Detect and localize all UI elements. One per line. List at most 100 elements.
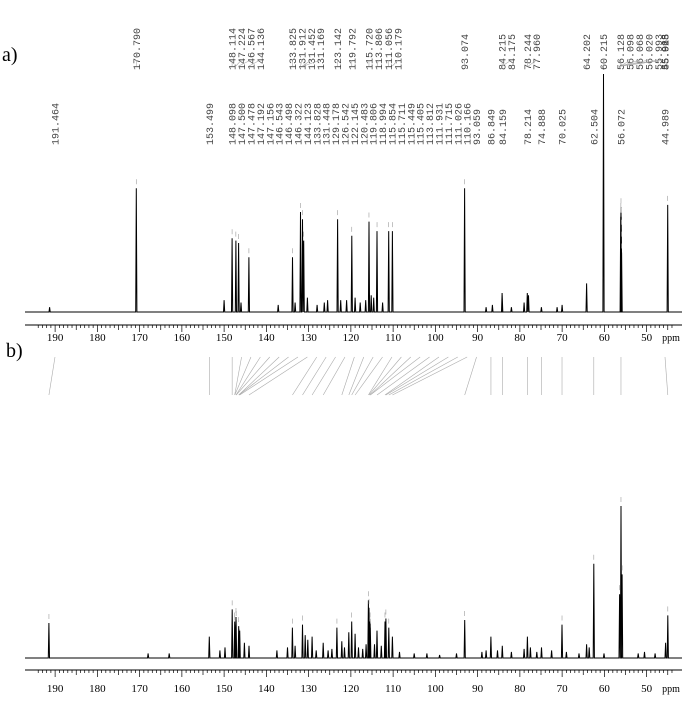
panela-spectrum-trace [25, 73, 682, 313]
panelb-peak-label: 111.026 [454, 103, 465, 145]
panela-x-tick-label: 60 [599, 332, 611, 344]
panelb-peak-label-leader [354, 356, 383, 396]
panela-x-tick-label: 100 [427, 332, 444, 344]
panelb-peak-label-leader [385, 356, 449, 396]
panelb-peak-label-leader [292, 356, 318, 396]
panela-peak-label-leader [664, 59, 668, 67]
panelb-peak-label: 146.543 [276, 103, 287, 145]
panela-x-tick-label: 170 [131, 332, 148, 344]
panela-x-tick-label: 130 [300, 332, 317, 344]
panela-peak-label-leader [376, 59, 379, 67]
panelb-peak-label-leader [302, 356, 327, 396]
panelb-peak-label: 111.715 [445, 103, 456, 145]
panela-peak-label: 55.928 [662, 34, 673, 70]
panelb-peak-label-leader [239, 356, 299, 396]
panela-x-tick-label: 120 [343, 332, 360, 344]
panelb-peak-label: 147.478 [248, 103, 259, 145]
panelb-peak-label: 144.123 [304, 103, 315, 145]
panelb-peak-label-leader [235, 356, 261, 396]
panelb-peak-label: 147.500 [238, 103, 249, 145]
panelb-x-tick-label: 180 [89, 683, 106, 695]
panelb-peak-label: 110.166 [464, 103, 475, 145]
panelb-x-tick-label: 50 [641, 683, 653, 695]
panela-peak-label: 45.013 [662, 34, 673, 70]
panelb-peak-label: 86.849 [487, 109, 498, 145]
panelb-x-tick-label: 170 [131, 683, 148, 695]
panelb-peak-label-leader [392, 356, 468, 396]
panelb-peak-label: 78.214 [524, 109, 535, 145]
panela-x-tick-label: 80 [514, 332, 526, 344]
panelb-x-axis-unit: ppm [662, 684, 680, 695]
panelb-peak-label-leader [388, 356, 458, 396]
panelb-peak-label-leader [368, 356, 402, 396]
panelb-x-tick-label: 100 [427, 683, 444, 695]
panelb-peak-label-leader [322, 356, 346, 396]
panela-x-tick-label: 50 [641, 332, 653, 344]
panelb-peak-label-leader [341, 356, 355, 396]
panela-peak-label-leader [235, 59, 242, 67]
panelb-peak-label: 129.178 [332, 103, 343, 145]
panela-peak-label: 56.020 [645, 34, 656, 70]
panelb-x-tick-label: 70 [557, 683, 569, 695]
panelb-peak-label-leader [235, 356, 270, 396]
panelb-peak-label-leader [664, 356, 669, 396]
panela-x-tick-label: 110 [385, 332, 402, 344]
panelb-peak-label: 93.059 [473, 109, 484, 145]
panelb-x-tick-label: 90 [472, 683, 484, 695]
panelb-peak-label-leader [369, 356, 411, 396]
panelb-peak-label: 115.449 [407, 103, 418, 145]
panela-peak-label: 131.912 [298, 28, 309, 70]
panela-peak-label: 131.169 [317, 28, 328, 70]
panelb-peak-label: 115.405 [417, 103, 428, 145]
panela-peak-label: 56.098 [627, 34, 638, 70]
panela-x-tick-label: 150 [216, 332, 233, 344]
panelb-peak-label: 153.499 [206, 103, 217, 145]
panelb-peak-label: 118.994 [379, 103, 390, 145]
panelb-peak-label: 111.931 [436, 103, 447, 145]
panelb-peak-label-leader [234, 356, 242, 396]
panelb-peak-label: 62.504 [590, 109, 601, 145]
panelb-peak-label-leader [384, 356, 440, 396]
panelb-peak-label: 146.498 [285, 103, 296, 145]
panela-x-tick-label: 140 [258, 332, 275, 344]
panelb-x-tick-label: 110 [385, 683, 402, 695]
panela-peak-label: 77.960 [533, 34, 544, 70]
panelb-peak-label-leader [238, 356, 289, 396]
panela-peak-label-leader [238, 59, 252, 67]
panelb-peak-label-leader [464, 356, 477, 396]
panela-peak-label: 55.965 [662, 34, 673, 70]
panelb-peak-label: 115.854 [389, 103, 400, 145]
panela-peak-label: 111.056 [385, 28, 396, 70]
panelb-peak-label: 148.098 [229, 103, 240, 145]
panelb-peak-label: 133.828 [313, 103, 324, 145]
panelb-peak-label-leader [368, 356, 393, 396]
panela-peak-label: 60.215 [600, 34, 611, 70]
panelb-peak-label-leader [311, 356, 336, 396]
panela-peak-label-leader [528, 59, 537, 67]
panela-peak-label: 110.179 [395, 28, 406, 70]
panela-peak-label: 64.202 [583, 34, 594, 70]
panelb-x-tick-label: 130 [300, 683, 317, 695]
panelb-spectrum-trace [25, 505, 682, 659]
panelb-x-tick-label: 140 [258, 683, 275, 695]
panela-peak-label-leader [248, 59, 261, 67]
panela-peak-label: 146.567 [247, 28, 258, 70]
panelb-peak-label: 122.145 [351, 103, 362, 145]
panela-peak-label: 84.175 [508, 34, 519, 70]
panelb-peak-label: 113.812 [426, 103, 437, 145]
panelb-peak-label: 131.448 [323, 103, 334, 145]
panelb-peak-label-leader [370, 356, 421, 396]
panela-peak-label-leader [302, 59, 312, 67]
panela-peak-label: 119.792 [348, 28, 359, 70]
panela-peak-label-leader [300, 59, 303, 67]
panela-peak-label: 84.215 [499, 34, 510, 70]
panela-peak-label: 170.790 [133, 28, 144, 70]
panelb-x-tick-label: 120 [343, 683, 360, 695]
panela-peak-label: 113.806 [375, 28, 386, 70]
panelb-peak-label: 146.322 [295, 103, 306, 145]
panel-label-a: a) [2, 44, 18, 66]
panela-peak-label: 147.224 [238, 28, 249, 70]
panela-x-tick-label: 180 [89, 332, 106, 344]
panelb-peak-label: 147.192 [257, 103, 268, 145]
